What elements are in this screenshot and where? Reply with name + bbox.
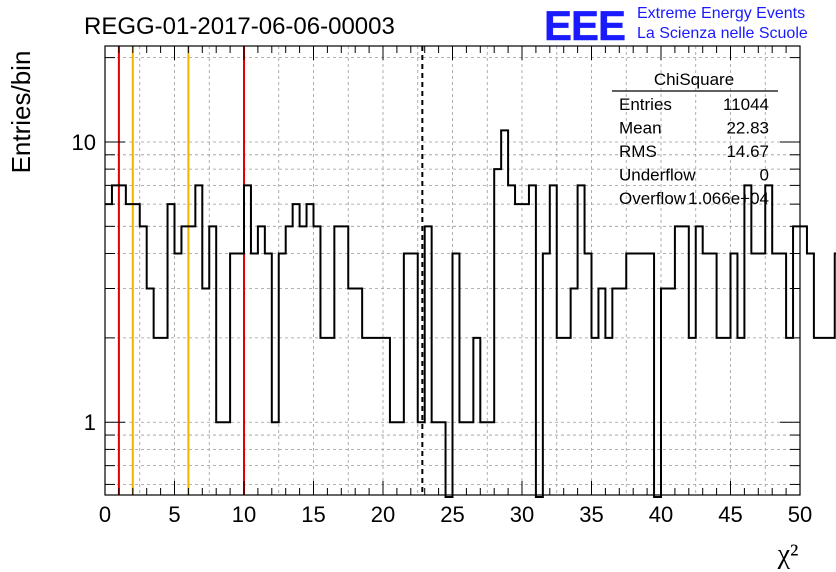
- y-tick-label: 1: [84, 410, 96, 435]
- x-tick-label: 0: [99, 502, 111, 527]
- stats-row-value: 22.83: [726, 119, 769, 138]
- x-tick-label: 30: [510, 502, 534, 527]
- y-tick-label: 10: [72, 130, 96, 155]
- stats-row-value: 14.67: [726, 142, 769, 161]
- x-tick-label: 20: [371, 502, 395, 527]
- x-tick-label: 10: [232, 502, 256, 527]
- stats-row-label: Underflow: [619, 166, 696, 185]
- x-tick-label: 45: [718, 502, 742, 527]
- stats-row-label: Mean: [619, 119, 662, 138]
- x-tick-label: 5: [168, 502, 180, 527]
- logo-line-1: Extreme Energy Events: [637, 5, 805, 22]
- x-tick-label: 40: [649, 502, 673, 527]
- stats-box: ChiSquare Entries 11044 Mean 22.83 RMS 14.67 U…: [612, 70, 778, 208]
- eee-logo: EEE Extreme Energy Events La Scienza nel…: [544, 2, 808, 50]
- x-tick-label: 50: [788, 502, 812, 527]
- x-axis-label: χ²: [777, 539, 799, 570]
- x-tick-label: 35: [579, 502, 603, 527]
- stats-title: ChiSquare: [654, 70, 734, 89]
- x-tick-label: 25: [440, 502, 464, 527]
- stats-rows: Entries 11044 Mean 22.83 RMS 14.67 Underflow 0 O…: [619, 95, 769, 208]
- stats-row-value: 0: [760, 166, 769, 185]
- logo-mark: EEE: [544, 2, 625, 49]
- stats-row-label: Entries: [619, 95, 672, 114]
- y-axis-label: Entries/bin: [6, 51, 36, 174]
- axis-ticks: 0 5 10 15 20 25 30 35 40 45 50 1 10: [72, 46, 812, 527]
- stats-row-value: 11044: [723, 95, 769, 114]
- histogram-series: [105, 129, 836, 498]
- logo-line-2: La Scienza nelle Scuole: [637, 25, 808, 42]
- x-tick-label: 15: [301, 502, 325, 527]
- chart-title: REGG-01-2017-06-06-00003: [84, 13, 395, 40]
- cut-markers: [117, 46, 424, 495]
- stats-row-label: RMS: [619, 142, 657, 161]
- stats-row-value: 1.066e+04: [688, 189, 769, 208]
- stats-row-label: Overflow: [619, 189, 687, 208]
